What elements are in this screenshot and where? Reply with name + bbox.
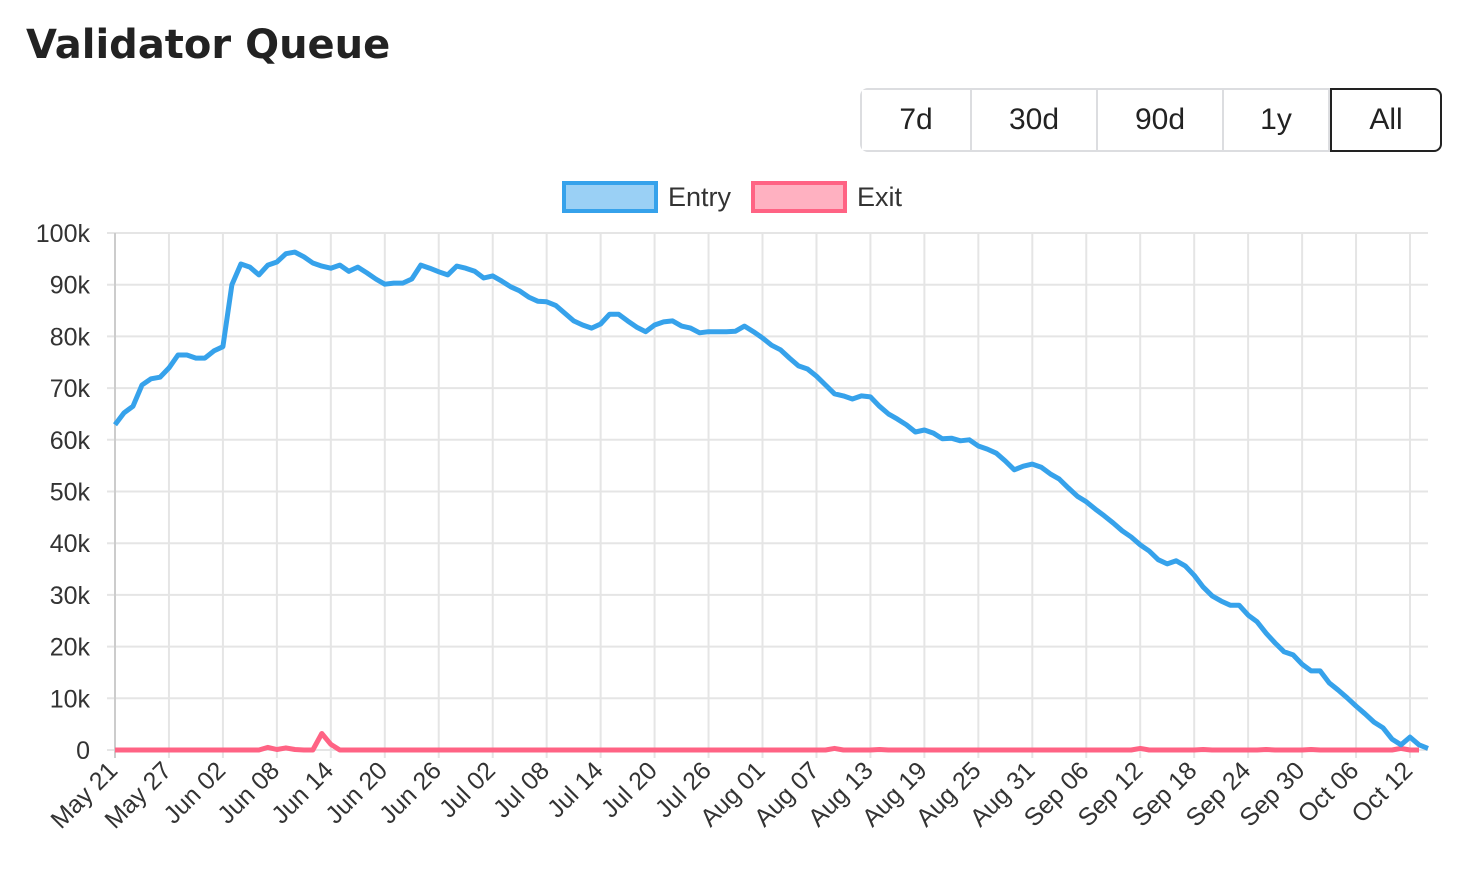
range-all-button[interactable]: All: [1330, 88, 1442, 152]
x-tick-label: Oct 06: [1292, 756, 1364, 828]
y-tick-label: 40k: [50, 530, 91, 558]
series-line-entry: [113, 249, 1429, 751]
y-tick-label: 70k: [50, 375, 91, 403]
y-tick-label: 90k: [50, 272, 91, 300]
x-tick-label: Jul 14: [542, 756, 609, 823]
x-tick-label: Jun 26: [374, 756, 447, 829]
x-tick-label: Sep 18: [1127, 756, 1203, 832]
legend: Entry Exit: [562, 181, 903, 213]
x-tick-label: Aug 13: [803, 756, 879, 832]
y-tick-label: 30k: [50, 582, 91, 610]
x-tick-label: Jul 20: [596, 756, 663, 823]
legend-swatch-exit: [751, 181, 847, 213]
x-tick-label: Aug 19: [857, 756, 933, 832]
x-tick-label: Jul 08: [488, 756, 555, 823]
y-tick-label: 60k: [50, 427, 91, 455]
legend-item-entry[interactable]: Entry: [562, 181, 732, 213]
y-tick-label: 100k: [36, 220, 91, 248]
y-tick-label: 80k: [50, 323, 91, 351]
y-tick-label: 50k: [50, 479, 91, 507]
legend-item-exit[interactable]: Exit: [751, 181, 903, 213]
legend-label-exit: Exit: [857, 182, 903, 212]
x-tick-label: Jul 02: [434, 756, 501, 823]
x-tick-label: Jun 02: [158, 756, 231, 829]
series-line-exit: [115, 731, 1419, 753]
range-1y-button[interactable]: 1y: [1224, 90, 1330, 150]
x-tick-label: Aug 07: [749, 756, 825, 832]
x-tick-label: Jul 26: [650, 756, 717, 823]
legend-label-entry: Entry: [668, 182, 732, 212]
x-tick-label: Sep 30: [1235, 756, 1311, 832]
range-30d-button[interactable]: 30d: [972, 90, 1098, 150]
x-tick-label: Sep 24: [1181, 756, 1257, 832]
x-tick-label: Sep 06: [1019, 756, 1095, 832]
range-90d-button[interactable]: 90d: [1098, 90, 1224, 150]
page-title: Validator Queue: [26, 22, 391, 68]
x-tick-label: Sep 12: [1073, 756, 1149, 832]
x-tick-label: Aug 31: [965, 756, 1041, 832]
x-tick-label: Jun 08: [212, 756, 285, 829]
x-tick-label: May 27: [99, 756, 177, 834]
y-tick-label: 0: [76, 737, 90, 765]
y-tick-label: 10k: [50, 685, 91, 713]
x-tick-label: Jun 20: [320, 756, 393, 829]
x-tick-label: Aug 01: [695, 756, 771, 832]
x-tick-label: Oct 12: [1346, 756, 1418, 828]
legend-swatch-entry: [562, 181, 658, 213]
y-tick-label: 20k: [50, 634, 91, 662]
x-tick-label: Jun 14: [266, 756, 339, 829]
range-7d-button[interactable]: 7d: [862, 90, 972, 150]
x-tick-label: May 21: [45, 756, 123, 834]
time-range-selector: 7d 30d 90d 1y All: [860, 88, 1442, 152]
x-tick-label: Aug 25: [911, 756, 987, 832]
